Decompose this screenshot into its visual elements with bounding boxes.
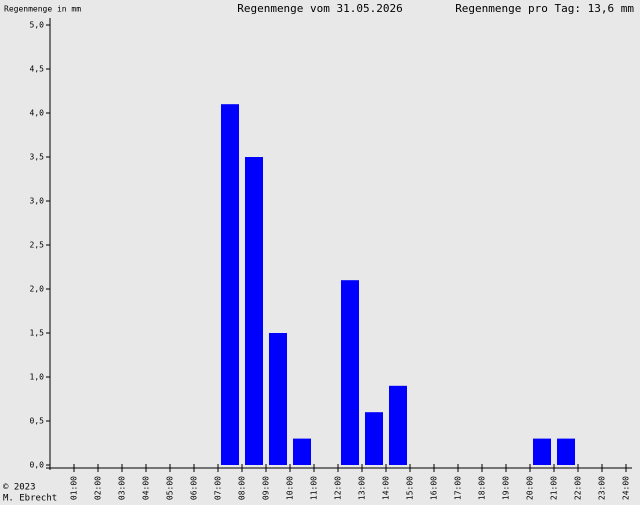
x-tick-label: 18:00 xyxy=(478,476,487,500)
bar xyxy=(293,438,311,465)
bar xyxy=(365,412,383,465)
x-tick-label: 02:00 xyxy=(94,476,103,500)
y-tick-label: 3,0 xyxy=(30,197,45,206)
chart-title: Regenmenge vom 31.05.2026 xyxy=(237,2,403,15)
x-tick-label: 06:00 xyxy=(190,476,199,500)
bar xyxy=(245,157,263,465)
bar xyxy=(557,438,575,465)
x-tick-label: 19:00 xyxy=(502,476,511,500)
x-tick-label: 16:00 xyxy=(430,476,439,500)
x-tick-label: 12:00 xyxy=(334,476,343,500)
x-tick-label: 24:00 xyxy=(622,476,631,500)
y-axis-label: Regenmenge in mm xyxy=(4,5,81,14)
footer: M. Ebrecht xyxy=(3,494,57,504)
x-tick-label: 11:00 xyxy=(310,476,319,500)
bar xyxy=(389,385,407,465)
x-tick-label: 04:00 xyxy=(142,476,151,500)
x-tick-label: 08:00 xyxy=(238,476,247,500)
bar xyxy=(533,438,551,465)
x-tick-label: 17:00 xyxy=(454,476,463,500)
x-tick-label: 22:00 xyxy=(574,476,583,500)
y-tick-label: 2,5 xyxy=(30,241,45,250)
x-tick-label: 15:00 xyxy=(406,476,415,500)
x-tick-label: 21:00 xyxy=(550,476,559,500)
y-tick-label: 4,5 xyxy=(30,65,45,74)
y-tick-label: 2,0 xyxy=(30,285,45,294)
y-tick-label: 4,0 xyxy=(30,109,45,118)
bar xyxy=(269,333,287,465)
y-tick-label: 3,5 xyxy=(30,153,45,162)
footer: © 2023 xyxy=(3,483,36,493)
y-tick-label: 0,5 xyxy=(30,417,45,426)
x-tick-label: 23:00 xyxy=(598,476,607,500)
y-tick-label: 1,0 xyxy=(30,373,45,382)
x-tick-label: 01:00 xyxy=(70,476,79,500)
y-tick-label: 5,0 xyxy=(30,21,45,30)
bar xyxy=(341,280,359,465)
x-tick-label: 14:00 xyxy=(382,476,391,500)
bar xyxy=(221,104,239,465)
y-tick-label: 1,5 xyxy=(30,329,45,338)
x-tick-label: 10:00 xyxy=(286,476,295,500)
x-tick-label: 05:00 xyxy=(166,476,175,500)
x-tick-label: 03:00 xyxy=(118,476,127,500)
x-tick-label: 09:00 xyxy=(262,476,271,500)
x-tick-label: 07:00 xyxy=(214,476,223,500)
x-tick-label: 20:00 xyxy=(526,476,535,500)
x-tick-label: 13:00 xyxy=(358,476,367,500)
chart-subtitle: Regenmenge pro Tag: 13,6 mm xyxy=(455,2,634,15)
y-tick-label: 0,0 xyxy=(30,461,45,470)
